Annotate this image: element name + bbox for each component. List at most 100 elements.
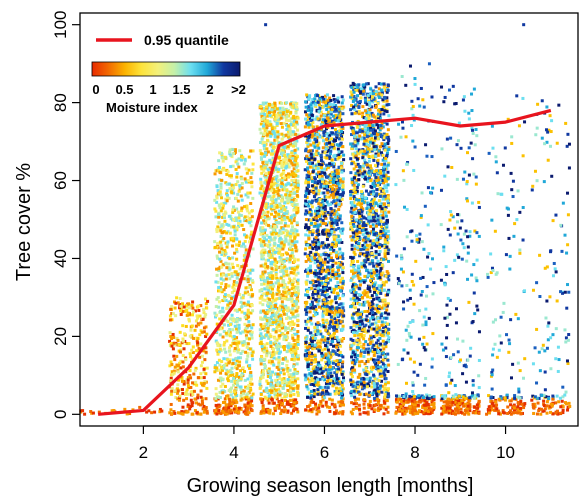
data-point <box>233 404 237 408</box>
data-point <box>333 317 337 321</box>
data-point <box>314 313 318 317</box>
data-point <box>341 112 345 116</box>
data-point <box>262 219 266 223</box>
data-point <box>218 250 222 254</box>
data-point <box>316 197 320 201</box>
data-point <box>286 181 290 185</box>
data-point <box>263 243 267 247</box>
data-point <box>327 271 331 275</box>
data-point <box>318 364 322 368</box>
data-point <box>249 181 253 185</box>
data-point <box>277 363 281 367</box>
data-point <box>243 311 247 315</box>
data-point <box>240 244 244 248</box>
data-point <box>246 300 250 304</box>
data-point <box>328 365 332 369</box>
data-point <box>317 275 321 279</box>
data-point <box>288 239 292 243</box>
data-point <box>311 279 315 283</box>
data-point <box>237 216 241 220</box>
data-point <box>304 375 308 379</box>
data-point <box>334 275 338 279</box>
data-point <box>197 323 201 327</box>
data-point <box>222 213 226 217</box>
data-point <box>220 252 224 256</box>
data-point <box>274 166 278 170</box>
data-point <box>249 330 253 334</box>
data-point <box>241 330 245 334</box>
data-point <box>283 157 287 161</box>
data-point <box>215 273 219 277</box>
data-point <box>270 177 274 181</box>
data-point <box>286 331 290 335</box>
data-point <box>295 240 299 244</box>
data-point <box>289 386 293 390</box>
data-point <box>288 155 292 159</box>
data-point <box>246 179 250 183</box>
data-point <box>170 363 174 367</box>
data-point <box>246 308 250 312</box>
data-point <box>313 288 317 292</box>
data-point <box>315 325 319 329</box>
data-point <box>270 110 274 114</box>
data-point <box>269 262 273 266</box>
data-point <box>327 255 331 259</box>
data-point <box>196 376 200 380</box>
data-point <box>320 358 324 362</box>
data-point <box>314 251 318 255</box>
data-point <box>326 331 330 335</box>
data-point <box>272 347 276 351</box>
data-point <box>296 209 300 213</box>
data-point <box>291 336 295 340</box>
data-point <box>231 210 235 214</box>
data-point <box>285 381 289 385</box>
data-point <box>228 267 232 271</box>
data-point <box>243 370 247 374</box>
data-point <box>303 252 307 256</box>
data-point <box>227 223 231 227</box>
data-point <box>318 345 322 349</box>
data-point <box>248 277 252 281</box>
data-point <box>285 309 289 313</box>
data-point <box>229 317 233 321</box>
data-point <box>266 281 270 285</box>
data-point <box>224 273 228 277</box>
data-point <box>250 215 254 219</box>
data-point <box>339 263 343 267</box>
data-point <box>291 354 295 358</box>
data-point <box>337 143 341 147</box>
data-point <box>294 309 298 313</box>
data-point <box>269 384 273 388</box>
data-point <box>128 412 132 416</box>
data-point <box>339 202 343 206</box>
data-point <box>240 186 244 190</box>
data-point <box>385 150 389 154</box>
data-point <box>205 386 209 390</box>
data-point <box>260 276 264 280</box>
data-point <box>232 341 236 345</box>
data-point <box>328 96 332 100</box>
data-point <box>224 331 228 335</box>
data-point <box>239 369 243 373</box>
data-point <box>309 394 313 398</box>
data-point <box>169 360 173 364</box>
data-point <box>215 227 219 231</box>
data-point <box>322 309 326 313</box>
data-point <box>292 201 296 205</box>
data-point <box>219 371 223 375</box>
data-point <box>150 411 154 415</box>
data-point <box>199 381 203 385</box>
data-point <box>337 261 341 265</box>
data-point <box>233 365 237 369</box>
data-point <box>321 388 325 392</box>
data-point <box>296 386 300 390</box>
data-point <box>304 293 308 297</box>
data-point <box>339 390 343 394</box>
data-point <box>311 382 315 386</box>
data-point <box>315 125 319 129</box>
data-point <box>225 262 229 266</box>
data-point <box>308 210 312 214</box>
data-point <box>289 344 293 348</box>
data-point <box>334 386 338 390</box>
